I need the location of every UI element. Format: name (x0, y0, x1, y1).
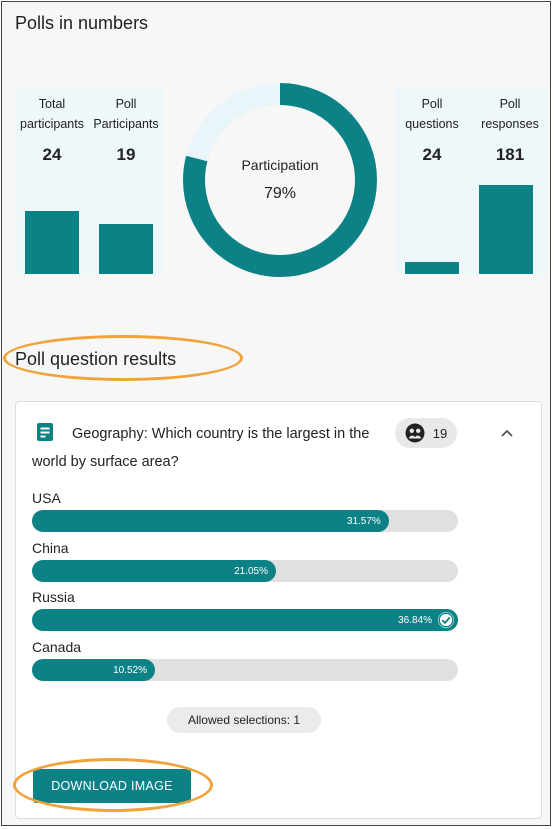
bar-poll-participants (99, 224, 153, 274)
stat-label: Total participants (20, 97, 84, 131)
donut-value-arc (183, 83, 377, 277)
option-china: China 21.05% (32, 540, 458, 582)
participants-icon (405, 423, 425, 443)
response-count-badge: 19 (395, 418, 457, 448)
option-track: 31.57% (32, 510, 458, 532)
option-percent: 10.52% (113, 664, 147, 676)
stat-value: 181 (495, 145, 525, 164)
participation-donut (183, 83, 377, 277)
option-fill: 10.52% (32, 659, 155, 681)
stat-label: Poll responses (481, 97, 539, 131)
participation-value: 79% (263, 185, 297, 202)
participants-stats: Total participants 24 Poll Participants … (15, 88, 163, 274)
option-track: 21.05% (32, 560, 458, 582)
question-icon (37, 423, 53, 441)
stat-label: Poll Participants (93, 97, 159, 131)
response-count: 19 (432, 425, 448, 441)
option-percent: 21.05% (234, 565, 268, 577)
stat-value: 24 (42, 145, 62, 164)
stat-value: 19 (116, 145, 136, 164)
stat-total-participants: Total participants 24 (15, 88, 89, 165)
option-fill: 31.57% (32, 510, 389, 532)
option-name: Canada (32, 639, 82, 655)
polls-in-numbers-title: Polls in numbers (15, 13, 149, 33)
option-name: China (32, 540, 69, 556)
option-name: Russia (32, 589, 75, 605)
allowed-selections-badge: Allowed selections: 1 (167, 707, 321, 733)
option-fill: 36.84% (32, 609, 458, 631)
stat-poll-responses: Poll responses 181 (473, 88, 547, 165)
highlight-oval-results-title (3, 335, 243, 381)
stat-poll-participants: Poll Participants 19 (89, 88, 163, 165)
highlight-oval-download (13, 758, 213, 812)
chevron-up-icon[interactable] (500, 428, 514, 438)
check-circle-icon (438, 612, 454, 628)
participation-label: Participation (241, 157, 319, 173)
option-canada: Canada 10.52% (32, 639, 458, 681)
participation-label-group: Participation 79% (182, 82, 378, 278)
option-percent: 36.84% (398, 614, 432, 626)
option-fill: 21.05% (32, 560, 276, 582)
stat-label: Poll questions (405, 97, 459, 131)
question-text: Geography: Which country is the largest … (32, 426, 370, 470)
option-russia: Russia 36.84% (32, 589, 458, 631)
option-percent: 31.57% (346, 515, 381, 527)
option-track: 10.52% (32, 659, 458, 681)
option-track: 36.84% (32, 609, 458, 631)
stat-poll-questions: Poll questions 24 (395, 88, 469, 165)
option-usa: USA 31.57% (32, 490, 458, 532)
option-name: USA (32, 490, 61, 506)
questions-stats: Poll questions 24 Poll responses 181 (395, 88, 547, 274)
stat-value: 24 (422, 145, 442, 164)
bar-total-participants (25, 211, 79, 274)
bar-poll-questions (405, 262, 459, 274)
poll-question-card: Geography: Which country is the largest … (15, 401, 542, 819)
bar-poll-responses (479, 185, 533, 274)
